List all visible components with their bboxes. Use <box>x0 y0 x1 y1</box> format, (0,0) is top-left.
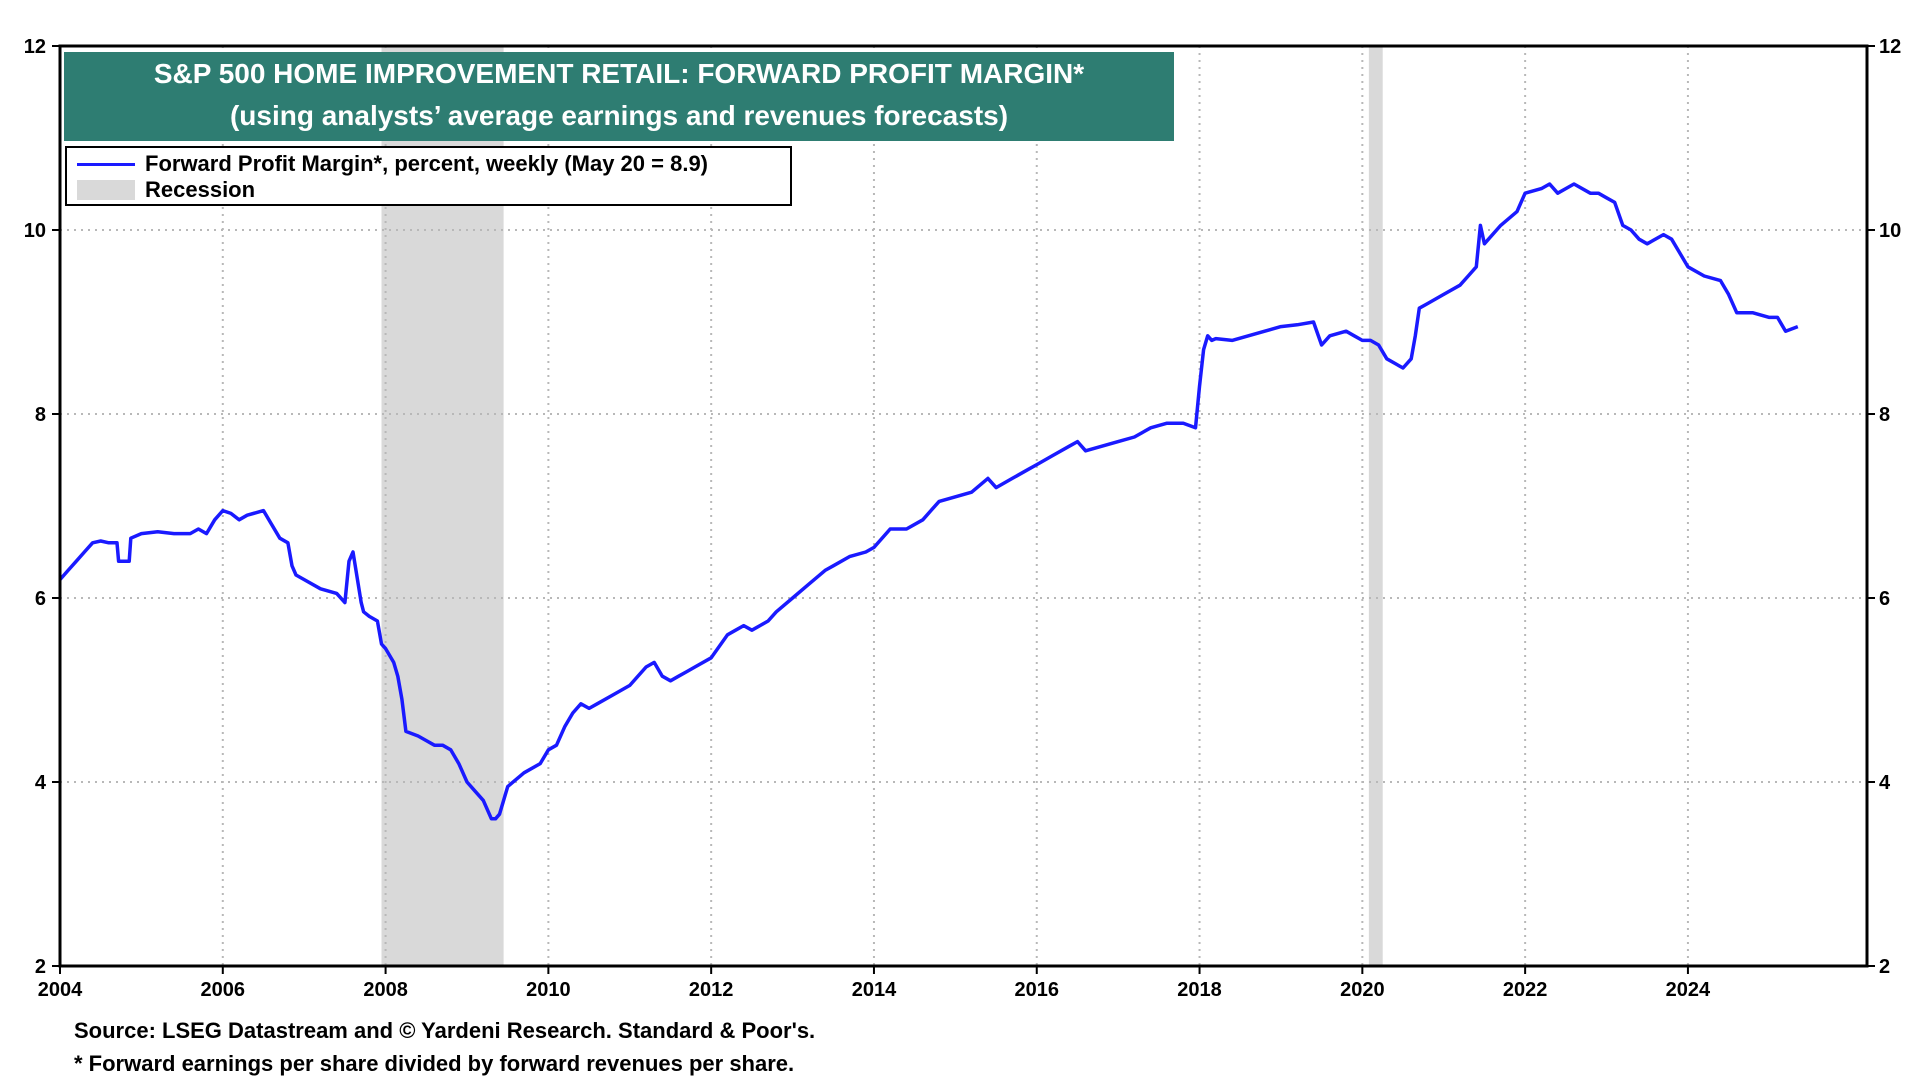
x-tick-label-2020: 2020 <box>1340 979 1385 1001</box>
y-tick-label-right-2: 2 <box>1879 956 1890 978</box>
x-tick-label-2024: 2024 <box>1666 979 1711 1001</box>
plot-frame <box>58 44 1869 968</box>
x-tick-label-2010: 2010 <box>526 979 571 1001</box>
x-tick-label-2012: 2012 <box>689 979 734 1001</box>
y-tick-label-right-10: 10 <box>1879 220 1901 242</box>
x-tick-label-2004: 2004 <box>38 979 83 1001</box>
y-tick-label-right-8: 8 <box>1879 404 1890 426</box>
y-tick-label-right-4: 4 <box>1879 772 1891 794</box>
axis-ticks: 2004 2006 2008 2010 2012 2014 2016 2018 2020 2022… <box>24 36 1902 1001</box>
source-note: Source: LSEG Datastream and © Yardeni Re… <box>74 1018 816 1043</box>
y-tick-label-left-6: 6 <box>35 588 46 610</box>
legend: Forward Profit Margin*, percent, weekly … <box>65 146 792 206</box>
legend-swatch-recession <box>77 180 135 200</box>
legend-item-recession: Recession <box>77 177 255 203</box>
chart-subtitle: (using analysts’ average earnings and re… <box>229 100 1009 131</box>
y-tick-label-left-10: 10 <box>24 220 46 242</box>
legend-series-label: Forward Profit Margin*, percent, weekly … <box>145 151 709 176</box>
chart-title-box: S&P 500 HOME IMPROVEMENT RETAIL: FORWARD… <box>64 52 1174 141</box>
y-tick-label-left-12: 12 <box>24 36 46 58</box>
x-tick-label-2006: 2006 <box>201 979 246 1001</box>
legend-recession-label: Recession <box>145 177 256 202</box>
recession-band-1 <box>1368 46 1383 966</box>
x-tick-label-2022: 2022 <box>1503 979 1548 1001</box>
footnote: * Forward earnings per share divided by … <box>74 1051 795 1076</box>
series-line-0 <box>58 182 1799 821</box>
legend-item-series: Forward Profit Margin*, percent, weekly … <box>77 151 708 177</box>
x-tick-label-2018: 2018 <box>1177 979 1222 1001</box>
y-tick-label-left-2: 2 <box>35 956 46 978</box>
series-group <box>58 182 1799 821</box>
legend-swatch-line <box>77 162 135 166</box>
y-tick-label-left-4: 4 <box>35 772 47 794</box>
x-tick-label-2016: 2016 <box>1015 979 1060 1001</box>
x-tick-label-2014: 2014 <box>852 979 897 1001</box>
y-tick-label-right-6: 6 <box>1879 588 1890 610</box>
y-tick-label-right-12: 12 <box>1879 36 1901 58</box>
y-tick-label-left-8: 8 <box>35 404 46 426</box>
chart-title: S&P 500 HOME IMPROVEMENT RETAIL: FORWARD… <box>153 58 1085 89</box>
x-tick-label-2008: 2008 <box>363 979 408 1001</box>
